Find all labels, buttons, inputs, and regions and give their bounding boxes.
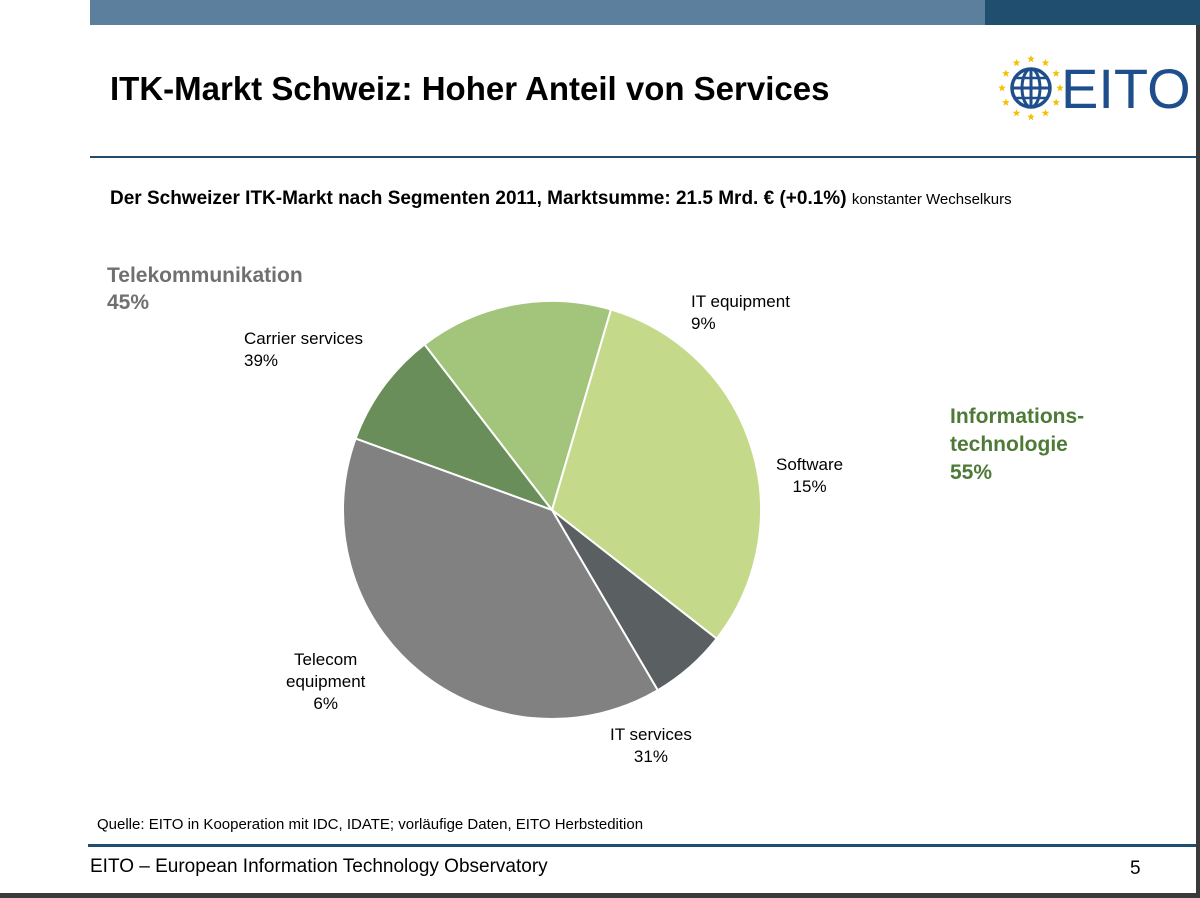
logo-star [1002, 69, 1010, 77]
chart-subtitle: Der Schweizer ITK-Markt nach Segmenten 2… [110, 188, 1012, 210]
group-it: Informations- technologie 55% [950, 403, 1180, 487]
logo-star [1012, 58, 1021, 67]
label-software-value: 15% [792, 477, 827, 496]
pie-slice-carrier-services [341, 437, 660, 720]
label-telecom-equipment: Telecom equipment 6% [286, 649, 365, 715]
label-it-services-name: IT services [610, 725, 692, 744]
logo-star [1002, 98, 1010, 106]
logo-star [998, 84, 1006, 92]
label-software-name: Software [776, 455, 844, 474]
logo-star [1027, 113, 1035, 121]
label-telecom-equipment-name-1: Telecom [294, 650, 358, 669]
label-carrier-services-value: 39% [244, 351, 279, 370]
group-it-name-line1: Informations- [950, 405, 1085, 428]
logo-star [1052, 69, 1060, 77]
pie-slice-software [423, 300, 613, 513]
source-note: Quelle: EITO in Kooperation mit IDC, IDA… [97, 816, 644, 833]
top-banner [90, 0, 985, 25]
subtitle-note: konstanter Wechselkurs [851, 191, 1012, 208]
label-it-services-value: 31% [633, 747, 668, 766]
eito-logo-text: EITO [1061, 57, 1191, 120]
footer-divider [88, 844, 1196, 847]
label-it-equipment-value: 9% [691, 314, 716, 333]
group-it-name-line2: technologie [950, 433, 1068, 456]
label-it-services: IT services 31% [610, 724, 692, 768]
slide-title: ITK-Markt Schweiz: Hoher Anteil von Serv… [110, 70, 830, 107]
bottom-frame-edge [0, 893, 1200, 898]
group-it-share: 55% [950, 461, 993, 484]
group-telekom-name: Telekommunikation [107, 264, 303, 287]
page-number: 5 [1130, 858, 1141, 879]
footer-text: EITO – European Information Technology O… [90, 856, 548, 877]
subtitle-main: Der Schweizer ITK-Markt nach Segmenten 2… [110, 188, 847, 209]
top-banner-accent [985, 0, 1200, 25]
logo-star [1012, 109, 1021, 117]
label-carrier-services: Carrier services 39% [244, 328, 363, 372]
logo-star [1041, 109, 1050, 117]
group-telekom-share: 45% [107, 291, 150, 314]
pie-slice-it-equipment [354, 343, 555, 513]
label-it-equipment: IT equipment 9% [691, 291, 790, 335]
logo-star [1027, 55, 1035, 63]
label-it-equipment-name: IT equipment [691, 292, 790, 311]
title-divider [90, 156, 1196, 158]
globe-with-stars-icon [998, 55, 1064, 121]
group-telekom: Telekommunikation 45% [107, 262, 303, 316]
right-frame-edge [1196, 25, 1200, 898]
label-telecom-equipment-value: 6% [313, 694, 338, 713]
logo-star [1056, 84, 1064, 92]
logo-star [1041, 58, 1050, 67]
label-carrier-services-name: Carrier services [244, 329, 364, 348]
pie-slice-it-services [550, 308, 762, 641]
label-software: Software 15% [776, 454, 843, 498]
eito-logo: EITO [998, 55, 1191, 121]
label-telecom-equipment-name-2: equipment [286, 672, 366, 691]
logo-star [1052, 98, 1060, 106]
